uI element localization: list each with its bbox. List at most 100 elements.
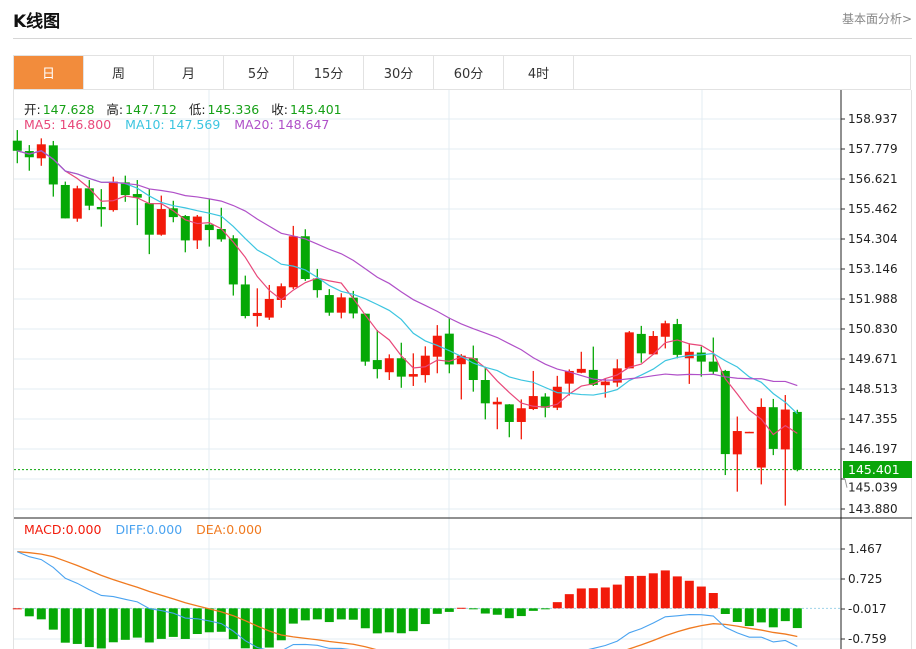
macd-axis-label: -0.759 [848,632,887,646]
macd-histogram-bar [168,608,178,637]
candle-body [588,369,598,385]
price-axis-label: 156.621 [848,172,898,186]
macd-histogram-bar [720,608,730,614]
macd-histogram-bar [60,608,70,643]
ma20-legend: MA20: 148.647 [234,117,330,132]
candle [588,346,598,386]
candle-body [456,355,466,365]
macd-histogram-bar [120,608,130,640]
macd-histogram-bar [300,608,310,621]
dea-line [17,551,798,649]
macd-histogram-bar [468,608,478,610]
macd-value: MACD:0.000 [24,522,102,537]
price-axis-label: 148.513 [848,382,898,396]
candle [540,393,550,418]
candle [300,229,310,281]
price-axis-label: 147.355 [848,412,898,426]
macd-histogram-bar [252,608,262,649]
price-axis-label: 153.146 [848,262,898,276]
candle [576,351,586,374]
diff-value: DIFF:0.000 [115,522,183,537]
candle [456,354,466,400]
macd-histogram-bar [240,608,250,649]
candle-body [252,312,262,317]
candle [432,325,442,374]
candle [708,337,718,375]
tab-day[interactable]: 日 [14,56,84,89]
candle [564,369,574,396]
ma10-legend: MA10: 147.569 [125,117,221,132]
candle-body [564,370,574,384]
macd-histogram-bar [696,586,706,609]
candle [336,293,346,319]
candle [636,325,646,363]
macd-histogram-bar [684,580,694,609]
macd-histogram-bar [192,608,202,635]
price-axis-label: 158.937 [848,112,898,126]
price-axis-label: 155.462 [848,202,898,216]
price-axis-label: 143.880 [848,502,898,516]
candle-body [312,278,322,291]
macd-histogram-bar [492,608,502,615]
tab-5min[interactable]: 5分 [224,56,294,89]
macd-histogram-bar [36,608,46,620]
candle-body [288,236,298,288]
candle-body [360,313,370,362]
fundamental-analysis-link[interactable]: 基本面分析> [841,12,912,26]
tab-4hour[interactable]: 4时 [504,56,574,89]
macd-histogram-bar [48,608,58,630]
period-tabs: 日 周 月 5分 15分 30分 60分 4时 [13,55,911,90]
price-axis-label: 145.039 [848,481,898,495]
macd-histogram-bar [504,608,514,619]
macd-histogram-bar [636,575,646,609]
candle-body [168,208,178,218]
candle [720,369,730,476]
macd-histogram-bar [552,602,562,609]
candle [180,215,190,253]
candle [132,180,142,226]
candle [324,289,334,316]
candle [216,207,226,242]
candle-body [276,286,286,300]
macd-histogram-bar [72,608,82,644]
macd-histogram-bar [84,608,94,648]
macd-histogram-bar [312,608,322,620]
candle [48,140,58,197]
macd-histogram-bar [396,608,406,634]
tab-15min[interactable]: 15分 [294,56,364,89]
candle-body [756,406,766,468]
tab-month[interactable]: 月 [154,56,224,89]
candle [732,416,742,492]
candle-body [228,238,238,285]
tab-60min[interactable]: 60分 [434,56,504,89]
candle [468,345,478,392]
open-label: 开: [24,102,41,117]
candle [312,268,322,298]
tab-week[interactable]: 周 [84,56,154,89]
candle-body [204,224,214,231]
open-value: 147.628 [42,102,95,117]
candle-body [108,181,118,211]
axis-label-leader [844,478,848,488]
macd-histogram-bar [420,608,430,625]
candle-body [504,404,514,422]
candle [528,370,538,411]
macd-histogram-bar [516,608,526,617]
ohlc-legend: 开: 147.628 高: 147.712 低: 145.336 收: 145.401 [24,99,350,118]
candle-body [420,355,430,376]
tab-30min[interactable]: 30分 [364,56,434,89]
candle-body [84,188,94,206]
macd-histogram-bar [384,608,394,633]
macd-histogram-bar [360,608,370,629]
macd-histogram-bar [528,608,538,611]
candle-body [636,333,646,354]
candle-body [132,194,142,198]
candle [12,130,22,164]
candle [756,398,766,485]
macd-histogram-bar [204,608,214,633]
high-label: 高: [106,102,124,117]
macd-histogram-bar [216,608,226,632]
candle-body [552,386,562,408]
candle [600,378,610,398]
